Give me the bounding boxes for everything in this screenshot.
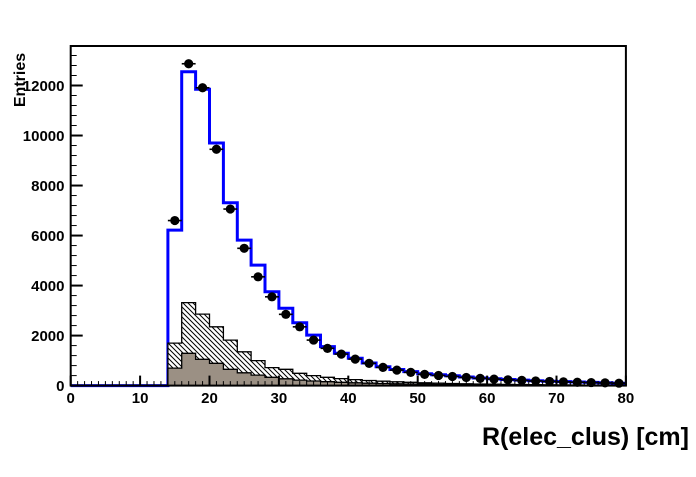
y-tick-label: 12000 [23, 78, 65, 95]
x-tick-label: 10 [132, 390, 149, 407]
y-tick-label: 2000 [31, 328, 64, 345]
data-point-marker [531, 376, 541, 386]
data-point-marker [267, 292, 277, 302]
data-point-marker [600, 378, 610, 388]
x-tick-label: 40 [340, 390, 357, 407]
data-point-marker [211, 144, 222, 154]
x-tick-label: 20 [201, 390, 218, 407]
data-point-marker [239, 243, 249, 253]
data-point-marker [489, 374, 499, 384]
x-tick-label: 0 [67, 390, 75, 407]
data-point-marker [406, 367, 416, 377]
data-point-marker [364, 358, 374, 368]
plot-frame [69, 45, 627, 387]
y-tick-label: 0 [56, 378, 64, 395]
y-axis-title: Entries [12, 53, 29, 107]
data-point-marker [225, 204, 235, 214]
data-point-marker [253, 272, 263, 282]
y-tick-label: 4000 [31, 278, 64, 295]
data-point-marker [336, 349, 346, 359]
data-point-marker [433, 370, 444, 381]
data-point-marker [184, 59, 194, 69]
y-tick-label: 6000 [31, 228, 64, 245]
x-tick-label: 30 [271, 390, 288, 407]
x-tick-label: 50 [409, 390, 426, 407]
tick-labels-layer: 0 10 20 30 40 50 60 70 80 0 2000 4000 6000 8000 10000 1… [23, 78, 634, 407]
data-point-marker [378, 362, 388, 372]
data-point-marker [572, 377, 582, 387]
data-point-marker [614, 378, 624, 388]
data-point-marker [350, 354, 360, 364]
x-tick-label: 80 [618, 390, 635, 407]
x-tick-label: 60 [479, 390, 496, 407]
data-point-marker [517, 375, 527, 385]
data-point-marker [281, 309, 291, 319]
plot-frame-layer [69, 45, 627, 387]
axes-ticks-layer [69, 55, 627, 387]
data-points-layer [167, 59, 626, 388]
data-points-series [167, 59, 626, 388]
data-point-marker [420, 369, 430, 379]
y-tick-label: 8000 [31, 178, 64, 195]
data-point-marker [295, 322, 305, 332]
x-axis-title: R(elec_clus) [cm] [482, 423, 689, 451]
data-point-marker [503, 375, 513, 385]
data-point-marker [544, 376, 555, 387]
y-tick-label: 10000 [23, 128, 65, 145]
x-tick-label: 70 [548, 390, 565, 407]
data-point-marker [197, 83, 208, 93]
histograms-layer [70, 70, 627, 388]
total-prediction-histogram [70, 70, 626, 388]
data-point-marker [170, 215, 180, 226]
data-point-marker [586, 377, 596, 388]
data-point-marker [558, 377, 569, 387]
data-point-marker [309, 335, 319, 345]
data-point-marker [322, 343, 333, 353]
data-point-marker [461, 372, 471, 383]
data-point-marker [475, 373, 485, 383]
data-point-marker [392, 365, 402, 375]
data-point-marker [447, 371, 457, 382]
